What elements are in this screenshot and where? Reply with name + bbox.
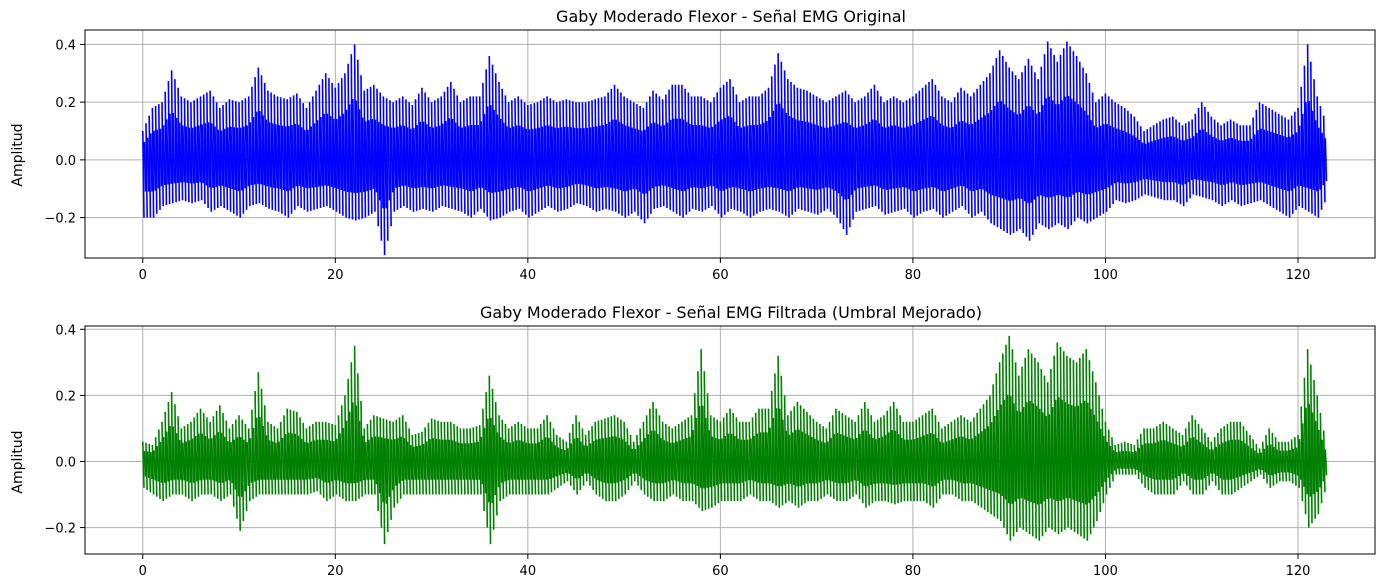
x-tick-label: 60 bbox=[712, 268, 729, 283]
x-tick-label: 60 bbox=[712, 564, 729, 579]
y-tick-label: 0.4 bbox=[55, 38, 76, 53]
x-tick-label: 100 bbox=[1093, 564, 1118, 579]
y-tick-label: −0.2 bbox=[44, 522, 76, 537]
chart-title-original: Gaby Moderado Flexor - Señal EMG Origina… bbox=[556, 7, 906, 26]
chart-title-filtered: Gaby Moderado Flexor - Señal EMG Filtrad… bbox=[480, 303, 982, 322]
x-tick-label: 0 bbox=[139, 564, 147, 579]
y-tick-label: 0.2 bbox=[55, 389, 76, 404]
x-tick-label: 80 bbox=[905, 268, 922, 283]
x-tick-label: 20 bbox=[327, 268, 344, 283]
y-axis-label-filtered: Amplitud bbox=[10, 430, 26, 493]
plot-frame-filtered bbox=[84, 325, 1376, 555]
x-tick-label: 20 bbox=[327, 564, 344, 579]
x-tick-label: 80 bbox=[905, 564, 922, 579]
x-tick-label: 40 bbox=[520, 564, 537, 579]
x-tick-label: 100 bbox=[1093, 268, 1118, 283]
signal-series-filtered bbox=[142, 335, 1328, 545]
y-tick-label: −0.2 bbox=[44, 212, 76, 227]
y-tick-label: 0.4 bbox=[55, 323, 76, 338]
x-tick-label: 120 bbox=[1286, 268, 1311, 283]
y-tick-label: 0.2 bbox=[55, 96, 76, 111]
y-axis-label-original: Amplitud bbox=[10, 123, 26, 186]
panel-filtered: Gaby Moderado Flexor - Señal EMG Filtrad… bbox=[10, 303, 1376, 579]
signal-series-original bbox=[142, 41, 1328, 256]
y-tick-label: 0.0 bbox=[55, 455, 76, 470]
x-tick-label: 0 bbox=[139, 268, 147, 283]
y-tick-label: 0.0 bbox=[55, 154, 76, 169]
plot-frame-original bbox=[84, 29, 1376, 259]
x-tick-label: 40 bbox=[520, 268, 537, 283]
panel-original: Gaby Moderado Flexor - Señal EMG Origina… bbox=[10, 7, 1376, 283]
x-tick-label: 120 bbox=[1286, 564, 1311, 579]
